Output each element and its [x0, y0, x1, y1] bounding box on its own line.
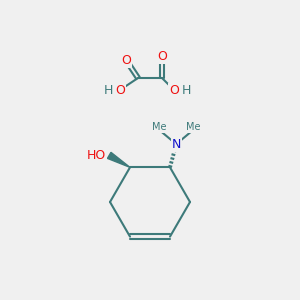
- Text: H: H: [181, 83, 191, 97]
- Text: Me: Me: [186, 122, 200, 132]
- Text: O: O: [115, 83, 125, 97]
- Text: O: O: [157, 50, 167, 62]
- Polygon shape: [107, 152, 130, 167]
- Text: H: H: [103, 83, 113, 97]
- Text: HO: HO: [87, 149, 106, 162]
- Text: O: O: [169, 83, 179, 97]
- Text: N: N: [172, 138, 181, 151]
- Text: O: O: [121, 53, 131, 67]
- Text: Me: Me: [152, 122, 166, 132]
